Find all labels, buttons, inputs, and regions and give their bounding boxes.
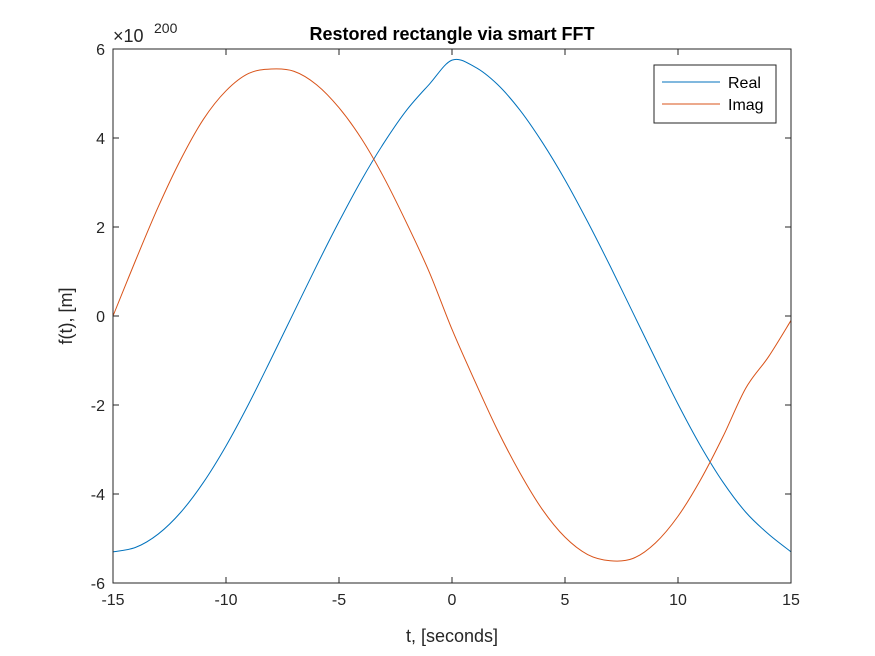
x-tick-label: 0 [448,592,457,609]
x-tick-label: 10 [669,592,687,609]
x-axis-ticks: -15 -10 -5 0 5 10 15 [101,49,800,609]
x-axis-title: t, [seconds] [406,626,498,646]
y-tick-label: -4 [91,487,105,504]
y-axis-title: f(t), [m] [56,288,76,345]
series-layer [112,58,792,562]
y-tick-label: 6 [96,42,105,59]
x-tick-label: -5 [332,592,346,609]
chart-title: Restored rectangle via smart FFT [309,24,594,44]
x-tick-label: -10 [214,592,237,609]
y-axis-ticks: -6 -4 -2 0 2 4 6 [91,42,791,593]
plot-area [113,49,791,583]
y-tick-label: 0 [96,309,105,326]
y-tick-label: 2 [96,220,105,237]
x-tick-label: -15 [101,592,124,609]
y-tick-label: -2 [91,398,105,415]
x-tick-label: 5 [561,592,570,609]
legend-label-imag: Imag [728,97,764,114]
y-tick-label: 4 [96,131,105,148]
series-line-imag [112,68,792,562]
y-axis-exponent-base: ×10 [113,26,144,46]
y-axis-exponent-power: 200 [154,20,178,36]
y-tick-label: -6 [91,576,105,593]
legend-box [653,64,777,124]
y-axis-exponent: ×10 200 [113,20,178,46]
legend: Real Imag [653,64,777,124]
legend-label-real: Real [728,75,761,92]
series-line-real [112,58,792,553]
x-tick-label: 15 [782,592,800,609]
